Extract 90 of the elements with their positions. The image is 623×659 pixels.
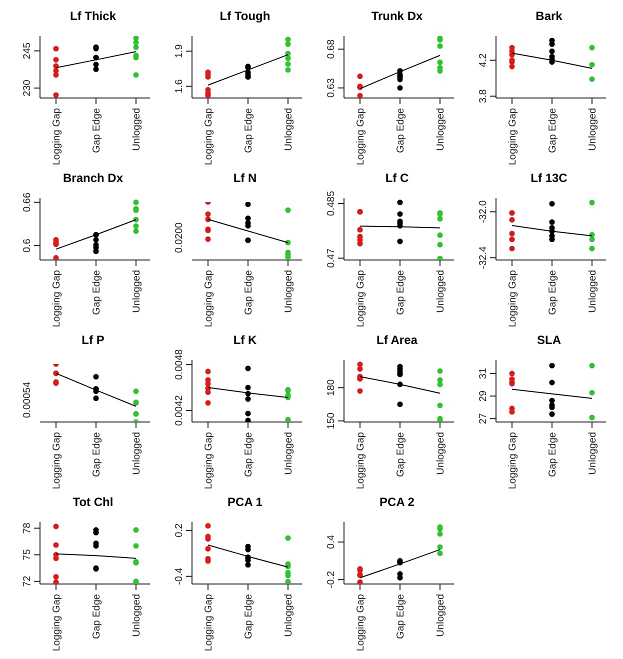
y-tick-label: 72 [22, 575, 33, 587]
y-tick-label: 4.2 [478, 52, 489, 68]
y-tick-label: 0.66 [22, 192, 33, 212]
x-tick-label: Logging Gap [508, 108, 518, 166]
chart-title: Lf P [80, 332, 106, 348]
x-tick-label: Unlogged [588, 432, 598, 475]
x-tick-label: Gap Edge [92, 108, 102, 154]
x-tick-label: Logging Gap [508, 432, 518, 490]
x-tick-label: Unlogged [436, 108, 446, 151]
x-tick-label: Logging Gap [204, 270, 214, 328]
y-tick-label: 0.485 [326, 190, 337, 216]
x-tick-label: Gap Edge [548, 432, 558, 478]
y-tick-label: 3.8 [478, 88, 489, 104]
x-tick-label: Gap Edge [396, 594, 406, 640]
text: 0.0200 [174, 222, 186, 256]
y-tick-label: 180 [326, 378, 337, 396]
x-tick-label: Gap Edge [92, 594, 102, 640]
x-tick-label: Unlogged [132, 594, 142, 637]
x-tick-label: Unlogged [436, 270, 446, 313]
y-tick-label: 1.6 [174, 78, 185, 94]
chart-title: Trunk Dx [370, 8, 424, 24]
x-tick-label: Logging Gap [508, 270, 518, 328]
y-tick-label: 245 [22, 42, 33, 60]
x-tick-label: Logging Gap [52, 270, 62, 328]
x-tick-label: Logging Gap [204, 432, 214, 490]
x-tick-label: Gap Edge [396, 108, 406, 154]
x-tick-label: Gap Edge [244, 270, 254, 316]
x-tick-label: Unlogged [436, 432, 446, 475]
y-tick-label: 0.68 [326, 39, 337, 59]
x-tick-label: Logging Gap [52, 432, 62, 490]
y-tick-label: 0.63 [326, 78, 337, 98]
y-tick-label: 0.4 [326, 534, 337, 549]
y-tick-label: 0.2 [174, 523, 185, 538]
chart-title: PCA 1 [226, 494, 264, 510]
x-tick-label: Gap Edge [244, 432, 254, 478]
y-tick-label: 78 [22, 522, 33, 534]
x-tick-label: Unlogged [132, 432, 142, 475]
y-tick-label: 27 [478, 412, 489, 424]
y-tick-label: 29 [478, 390, 489, 402]
chart-title: Bark [534, 8, 564, 24]
y-tick-label: 150 [326, 412, 337, 430]
chart-title: SLA [536, 332, 562, 348]
x-tick-label: Gap Edge [92, 270, 102, 316]
y-tick-label: 0.0048 [174, 348, 185, 380]
x-tick-label: Gap Edge [396, 270, 406, 316]
chart-title: Lf K [232, 332, 258, 348]
x-tick-label: Gap Edge [548, 108, 558, 154]
y-tick-label: -32.0 [478, 200, 489, 224]
y-tick-label: 31 [478, 368, 489, 380]
y-tick-label: 0.0042 [174, 394, 185, 426]
y-tick-label: 75 [22, 548, 33, 560]
chart-title: Lf N [232, 170, 258, 186]
x-tick-label: Unlogged [588, 270, 598, 313]
x-tick-label: Gap Edge [244, 594, 254, 640]
chart-title: Lf 13C [530, 170, 568, 186]
y-tick-label: -0.2 [326, 570, 337, 588]
y-tick-label: 1.9 [174, 44, 185, 58]
x-tick-label: Unlogged [284, 594, 294, 637]
x-tick-label: Gap Edge [396, 432, 406, 478]
chart-title: Branch Dx [62, 170, 124, 186]
x-tick-label: Unlogged [284, 432, 294, 475]
y-tick-label: 0.6 [22, 238, 33, 253]
x-tick-label: Gap Edge [244, 108, 254, 154]
x-tick-label: Unlogged [284, 108, 294, 151]
x-tick-label: Logging Gap [52, 108, 62, 166]
x-tick-label: Logging Gap [356, 270, 366, 328]
chart-title: Tot Chl [72, 494, 114, 510]
text: 0.00054 [22, 380, 34, 420]
chart-title: PCA 2 [378, 494, 416, 510]
x-tick-label: Unlogged [284, 270, 294, 313]
y-tick-label: 0.47 [326, 248, 337, 268]
y-tick-label: 230 [22, 79, 33, 96]
x-tick-label: Logging Gap [356, 108, 366, 166]
chart-title: Lf Area [376, 332, 418, 348]
x-tick-label: Unlogged [588, 108, 598, 151]
x-tick-label: Gap Edge [92, 432, 102, 478]
chart-title: Lf Thick [68, 8, 117, 24]
x-tick-label: Unlogged [132, 108, 142, 151]
x-tick-label: Logging Gap [204, 108, 214, 166]
x-tick-label: Logging Gap [356, 594, 366, 652]
chart-title: Lf Tough [218, 8, 272, 24]
x-tick-label: Logging Gap [204, 594, 214, 652]
x-tick-label: Unlogged [436, 594, 446, 637]
x-tick-label: Unlogged [132, 270, 142, 313]
x-tick-label: Logging Gap [356, 432, 366, 490]
y-tick-label: -0.4 [174, 567, 185, 585]
chart-title: Lf C [384, 170, 410, 186]
x-tick-label: Logging Gap [52, 594, 62, 652]
x-tick-label: Gap Edge [548, 270, 558, 316]
y-tick-label: -32.4 [478, 246, 489, 270]
